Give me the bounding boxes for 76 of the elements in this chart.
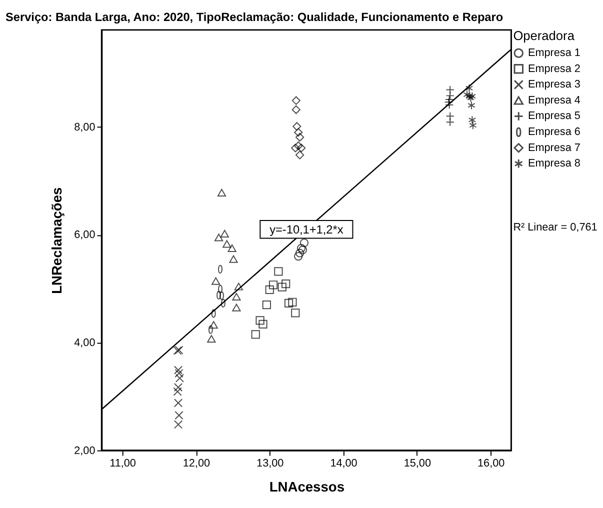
x-tick-label: 13,00	[256, 458, 284, 470]
point	[468, 101, 476, 110]
point	[174, 398, 183, 408]
legend-title: Operadora	[513, 28, 576, 43]
legend-label: Empresa 6	[528, 126, 580, 138]
legend-label: Empresa 8	[528, 158, 580, 170]
point	[295, 132, 304, 142]
legend-label: Empresa 3	[528, 78, 580, 91]
point	[268, 280, 278, 290]
chart-title: Serviço: Banda Larga, Ano: 2020, TipoReclamação: Qualidade, Funcionamento e Reparo	[6, 10, 504, 24]
y-tick-label: 2,00	[74, 444, 96, 457]
point	[232, 292, 241, 301]
point	[265, 285, 274, 294]
point	[466, 94, 475, 102]
legend-label: Empresa 2	[528, 62, 580, 75]
point	[220, 230, 229, 238]
y-axis-title: LNReclamações	[48, 187, 64, 294]
point	[174, 420, 183, 429]
point	[209, 320, 218, 329]
legend-label: Empresa 1	[528, 47, 580, 60]
point	[288, 298, 297, 306]
point	[228, 244, 236, 252]
point	[234, 282, 243, 290]
point	[294, 128, 303, 137]
y-tick-label: 8,00	[74, 121, 96, 134]
x-tick-label: 14,00	[330, 458, 358, 470]
point	[292, 105, 300, 114]
point	[284, 298, 294, 308]
point	[207, 334, 216, 343]
point	[174, 366, 183, 374]
point	[296, 144, 306, 152]
point	[222, 240, 232, 248]
annotation: y=-10,1+1,2*x	[270, 222, 344, 236]
point	[291, 144, 300, 152]
point	[256, 316, 264, 325]
point	[212, 277, 220, 285]
point	[465, 92, 474, 101]
point	[173, 387, 182, 396]
point	[298, 246, 308, 254]
point	[174, 382, 183, 392]
point	[262, 300, 271, 310]
point	[296, 244, 306, 253]
point	[281, 279, 290, 288]
point	[217, 188, 226, 197]
point	[468, 116, 476, 124]
point	[295, 150, 304, 160]
point	[294, 142, 303, 150]
point	[175, 374, 184, 382]
x-tick-label: 16,00	[478, 458, 505, 470]
x-axis-title: LNAcessos	[269, 478, 345, 494]
point	[229, 255, 238, 263]
point	[232, 304, 241, 312]
point	[291, 308, 300, 318]
legend-label: Empresa 4	[528, 94, 580, 106]
legend-label: Empresa 5	[528, 110, 580, 122]
text: R² Linear = 0,761	[513, 221, 598, 234]
point	[469, 121, 477, 130]
point	[174, 411, 184, 420]
point	[214, 234, 224, 242]
x-tick-label: 12,00	[182, 458, 210, 470]
point	[174, 368, 184, 378]
point	[465, 84, 474, 92]
point	[292, 122, 302, 131]
x-tick-label: 15,00	[404, 458, 431, 470]
point	[274, 267, 283, 276]
point	[278, 282, 286, 292]
point	[251, 330, 260, 339]
y-tick-label: 4,00	[74, 337, 96, 350]
point	[292, 96, 300, 105]
point	[294, 252, 303, 261]
point	[258, 320, 268, 329]
x-tick-label: 11,00	[110, 458, 136, 470]
y-tick-label: 6,00	[74, 229, 96, 242]
point	[295, 248, 304, 258]
point	[300, 238, 309, 248]
legend-label: Empresa 7	[528, 142, 580, 154]
